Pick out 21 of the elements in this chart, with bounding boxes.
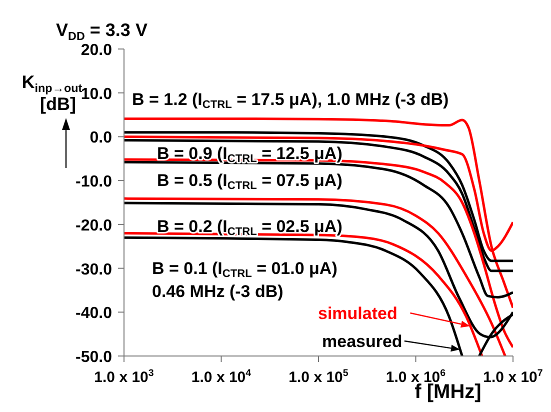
y-axis-title: K$_{inp→out}$ [dB] [22, 72, 82, 114]
annotation: B = 0.1 (I$_{CTRL}$ = 01.0 μA) [152, 259, 338, 280]
annotation: 0.46 MHz (-3 dB) [152, 282, 284, 301]
y-tick-label: -40.0 [76, 305, 112, 322]
y-tick-label: 20.0 [80, 42, 112, 59]
annotation: B = 1.2 (I$_{CTRL}$ = 17.5 μA), 1.0 MHz (-3 dB) [132, 90, 449, 112]
annotation: B = 0.5 (I$_{CTRL}$ = 07.5 μA) [157, 171, 342, 192]
y-tick-label: -10.0 [76, 174, 112, 191]
x-tick-label: 1.0 x 10$^{7}$ [483, 368, 543, 386]
annotation: simulated [318, 304, 398, 323]
annotation: measured [322, 332, 402, 351]
y-tick-label: -50.0 [76, 349, 112, 366]
x-tick-label: 1.0 x 10$^{4}$ [191, 368, 252, 386]
y-tick-label: -30.0 [76, 261, 112, 278]
y-tick-label: 10.0 [80, 86, 112, 103]
y-tick-label: 0.0 [90, 130, 112, 147]
x-tick-label: 1.0 x 10$^{5}$ [288, 368, 349, 386]
x-tick-label: 1.0 x 10$^{3}$ [94, 368, 154, 386]
x-axis-title: f [MHz] [414, 381, 482, 403]
chart-title: V$_{DD}$ = 3.3 V [56, 20, 148, 43]
y-tick-label: -20.0 [76, 217, 112, 234]
